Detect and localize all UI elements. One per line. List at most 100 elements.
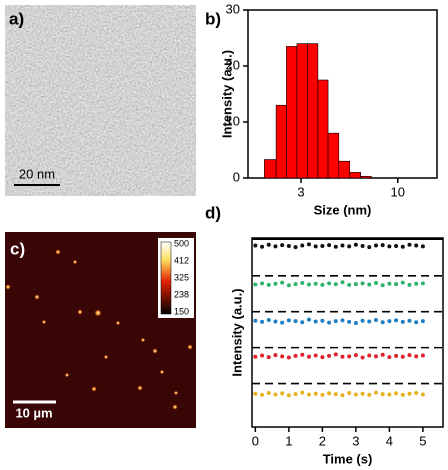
point <box>293 353 298 358</box>
point <box>266 318 271 323</box>
point <box>280 391 285 396</box>
point <box>373 390 378 395</box>
point <box>253 243 258 248</box>
colorbar-tick-label: 238 <box>174 289 189 299</box>
panel-label: d) <box>205 203 221 222</box>
bar <box>349 172 361 179</box>
point <box>347 319 352 324</box>
point <box>266 390 271 395</box>
panel-label: b) <box>205 9 221 28</box>
point <box>333 282 338 287</box>
point <box>293 282 298 287</box>
point <box>280 280 285 285</box>
point <box>313 244 318 249</box>
point <box>367 282 372 287</box>
point <box>353 242 358 247</box>
point <box>387 319 392 324</box>
point <box>273 319 278 324</box>
point <box>260 392 265 397</box>
point <box>260 353 265 358</box>
point <box>353 392 358 397</box>
point <box>306 282 311 287</box>
point <box>300 352 305 357</box>
x-tick-label: 2 <box>319 433 326 448</box>
point <box>414 243 419 248</box>
point <box>414 320 419 325</box>
point <box>300 390 305 395</box>
x-tick-label: 10 <box>391 184 405 199</box>
point <box>280 320 285 325</box>
x-tick-label: 4 <box>386 433 393 448</box>
point <box>420 353 425 358</box>
panel-label: a) <box>9 9 24 28</box>
point <box>407 353 412 358</box>
x-tick-label: 3 <box>352 433 359 448</box>
point <box>347 390 352 395</box>
point <box>414 354 419 359</box>
colorbar-tick-label: 500 <box>174 238 189 248</box>
point <box>414 390 419 395</box>
point <box>347 354 352 359</box>
point <box>280 243 285 248</box>
point <box>327 320 332 325</box>
point <box>380 320 385 325</box>
colorbar-tick-label: 325 <box>174 272 189 282</box>
x-tick-label: 5 <box>419 433 426 448</box>
spots <box>5 249 193 410</box>
x-axis-label: Size (nm) <box>314 202 372 217</box>
point <box>300 243 305 248</box>
colorbar-tick-label: 412 <box>174 255 189 265</box>
point <box>273 353 278 358</box>
point <box>373 318 378 323</box>
y-tick-label: 30 <box>226 1 240 16</box>
point <box>353 282 358 287</box>
point <box>313 281 318 286</box>
point <box>353 321 358 326</box>
bar <box>296 43 308 179</box>
point <box>340 280 345 285</box>
point <box>313 391 318 396</box>
point <box>327 243 332 248</box>
bar <box>338 160 351 179</box>
point <box>320 318 325 323</box>
point <box>320 282 325 287</box>
point <box>280 354 285 359</box>
point <box>394 353 399 358</box>
point <box>347 244 352 249</box>
point <box>407 282 412 287</box>
y-axis-label: Intensity (a.u.) <box>219 50 234 138</box>
point <box>320 392 325 397</box>
point <box>360 391 365 396</box>
point <box>293 392 298 397</box>
point <box>313 319 318 324</box>
point <box>420 319 425 324</box>
bar <box>275 104 287 179</box>
point <box>313 353 318 358</box>
point <box>286 393 291 398</box>
point <box>333 392 338 397</box>
point <box>367 353 372 358</box>
point <box>273 281 278 286</box>
point <box>360 318 365 323</box>
bar <box>307 43 319 179</box>
point <box>306 317 311 322</box>
point <box>340 393 345 398</box>
x-tick-label: 0 <box>252 433 259 448</box>
y-tick-label: 10 <box>226 113 240 128</box>
x-axis-label: Time (s) <box>323 451 373 466</box>
tem-image <box>5 5 196 196</box>
point <box>373 354 378 359</box>
point <box>327 391 332 396</box>
point <box>286 318 291 323</box>
point <box>367 319 372 324</box>
point <box>266 242 271 247</box>
point <box>266 282 271 287</box>
point <box>387 392 392 397</box>
point <box>400 280 405 285</box>
point <box>360 243 365 248</box>
point <box>367 245 372 250</box>
point <box>407 318 412 323</box>
bar <box>286 46 298 179</box>
scale-bar-label: 10 µm <box>15 405 52 420</box>
